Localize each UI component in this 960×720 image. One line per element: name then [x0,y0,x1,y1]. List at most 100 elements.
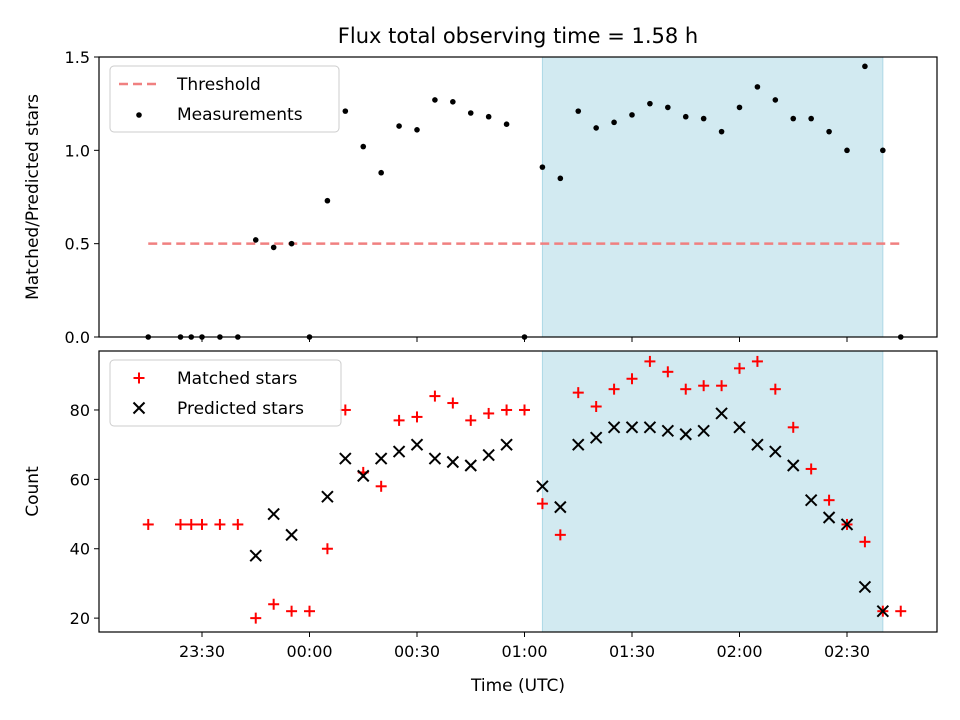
data-point-measurements [772,97,779,103]
y-axis-label: Count [23,466,43,517]
legend-label: Measurements [177,105,303,125]
data-point-matched-stars [536,498,548,510]
legend-box [109,65,340,133]
data-point-predicted-stars [840,518,854,531]
data-point-predicted-stars [392,445,406,458]
data-point-predicted-stars [482,448,495,462]
data-point-measurements [396,123,402,129]
data-point-measurements [360,143,367,150]
y-tick-label: 40 [70,540,90,559]
data-point-predicted-stars [446,455,460,469]
data-point-matched-stars [626,373,638,385]
data-point-matched-stars [734,362,745,374]
data-point-predicted-stars [572,438,585,451]
data-point-matched-stars [393,414,405,426]
data-point-matched-stars [554,529,566,541]
legend-predicted-swatch [132,401,146,415]
data-point-measurements [629,112,635,118]
data-point-matched-stars [895,605,907,617]
data-point-matched-stars [142,518,154,530]
data-point-predicted-stars [321,490,334,503]
data-point-measurements [808,115,814,122]
legend-measurements-swatch [136,112,142,118]
y-tick-label: 0.5 [65,235,90,254]
x-tick-label: 02:30 [824,642,870,661]
data-point-matched-stars [501,404,513,416]
data-point-matched-stars [214,518,226,530]
data-point-predicted-stars [607,421,621,434]
data-point-measurements [665,104,671,111]
data-point-measurements [485,113,492,120]
data-point-predicted-stars [464,459,477,472]
observing-window-span [541,56,884,338]
y-tick-label: 0.0 [65,328,90,347]
y-tick-label: 1.0 [65,141,90,160]
x-tick-label: 01:00 [501,642,547,661]
data-point-measurements [414,127,420,133]
data-point-matched-stars [185,518,197,530]
data-point-predicted-stars [822,511,836,524]
data-point-predicted-stars [428,452,442,465]
data-point-matched-stars [769,383,781,395]
data-point-matched-stars [787,421,799,433]
data-point-predicted-stars [339,452,352,465]
data-point-measurements [736,104,743,111]
legend-label: Matched stars [177,369,297,389]
data-point-measurements [718,128,725,135]
data-point-measurements [844,147,850,154]
data-point-predicted-stars [410,438,424,451]
data-point-measurements [288,240,295,247]
data-point-measurements [754,84,761,90]
data-point-matched-stars [196,518,208,530]
data-point-matched-stars [411,411,423,423]
legend-label: Threshold [176,75,261,95]
y-tick-label: 20 [70,609,90,628]
x-tick-label: 00:30 [394,642,440,661]
y-axis-label: Matched/Predicted stars [23,94,43,300]
data-point-matched-stars [339,404,351,416]
data-point-predicted-stars [769,445,782,458]
bottom-panel: 20 40 60 80 23:30 00:00 00:30 01:00 01:30 02:00 02… [23,350,938,661]
data-point-measurements [575,108,582,114]
plot-frame [98,56,938,338]
data-point-measurements [647,100,653,107]
data-point-matched-stars [608,383,620,395]
data-point-measurements [611,119,617,126]
data-point-predicted-stars [715,407,728,420]
data-point-matched-stars [716,380,728,392]
data-point-matched-stars [175,518,186,530]
data-point-measurements [593,125,599,131]
data-point-measurements [342,108,349,114]
data-point-predicted-stars [643,421,657,434]
top-panel: 0.0 0.5 1.0 1.5 Matched/Predicted stars Thres… [23,48,938,347]
data-point-matched-stars [232,518,244,530]
data-point-measurements [826,128,832,135]
data-point-matched-stars [572,387,584,399]
data-point-predicted-stars [500,438,513,451]
data-point-measurements [700,115,707,122]
data-point-measurements [682,113,689,120]
data-point-predicted-stars [751,438,764,451]
data-point-matched-stars [662,366,674,378]
data-point-measurements [790,115,797,122]
data-point-matched-stars [286,605,298,617]
data-point-predicted-stars [858,580,872,594]
data-point-measurements [539,164,546,170]
data-point-predicted-stars [285,528,298,542]
data-point-matched-stars [519,404,530,416]
data-point-predicted-stars [554,500,567,514]
data-point-measurements [503,121,510,127]
data-point-measurements [557,175,564,182]
data-point-predicted-stars [697,424,710,437]
data-point-predicted-stars [625,421,639,434]
x-tick-label: 00:00 [286,642,332,661]
data-point-predicted-stars [536,480,549,493]
data-point-matched-stars [644,355,656,367]
data-point-measurements [880,147,886,154]
data-point-predicted-stars [589,431,603,444]
data-point-matched-stars [483,407,495,419]
x-tick-label: 02:00 [716,642,762,661]
data-point-measurements [432,97,438,103]
data-point-predicted-stars [661,424,675,437]
